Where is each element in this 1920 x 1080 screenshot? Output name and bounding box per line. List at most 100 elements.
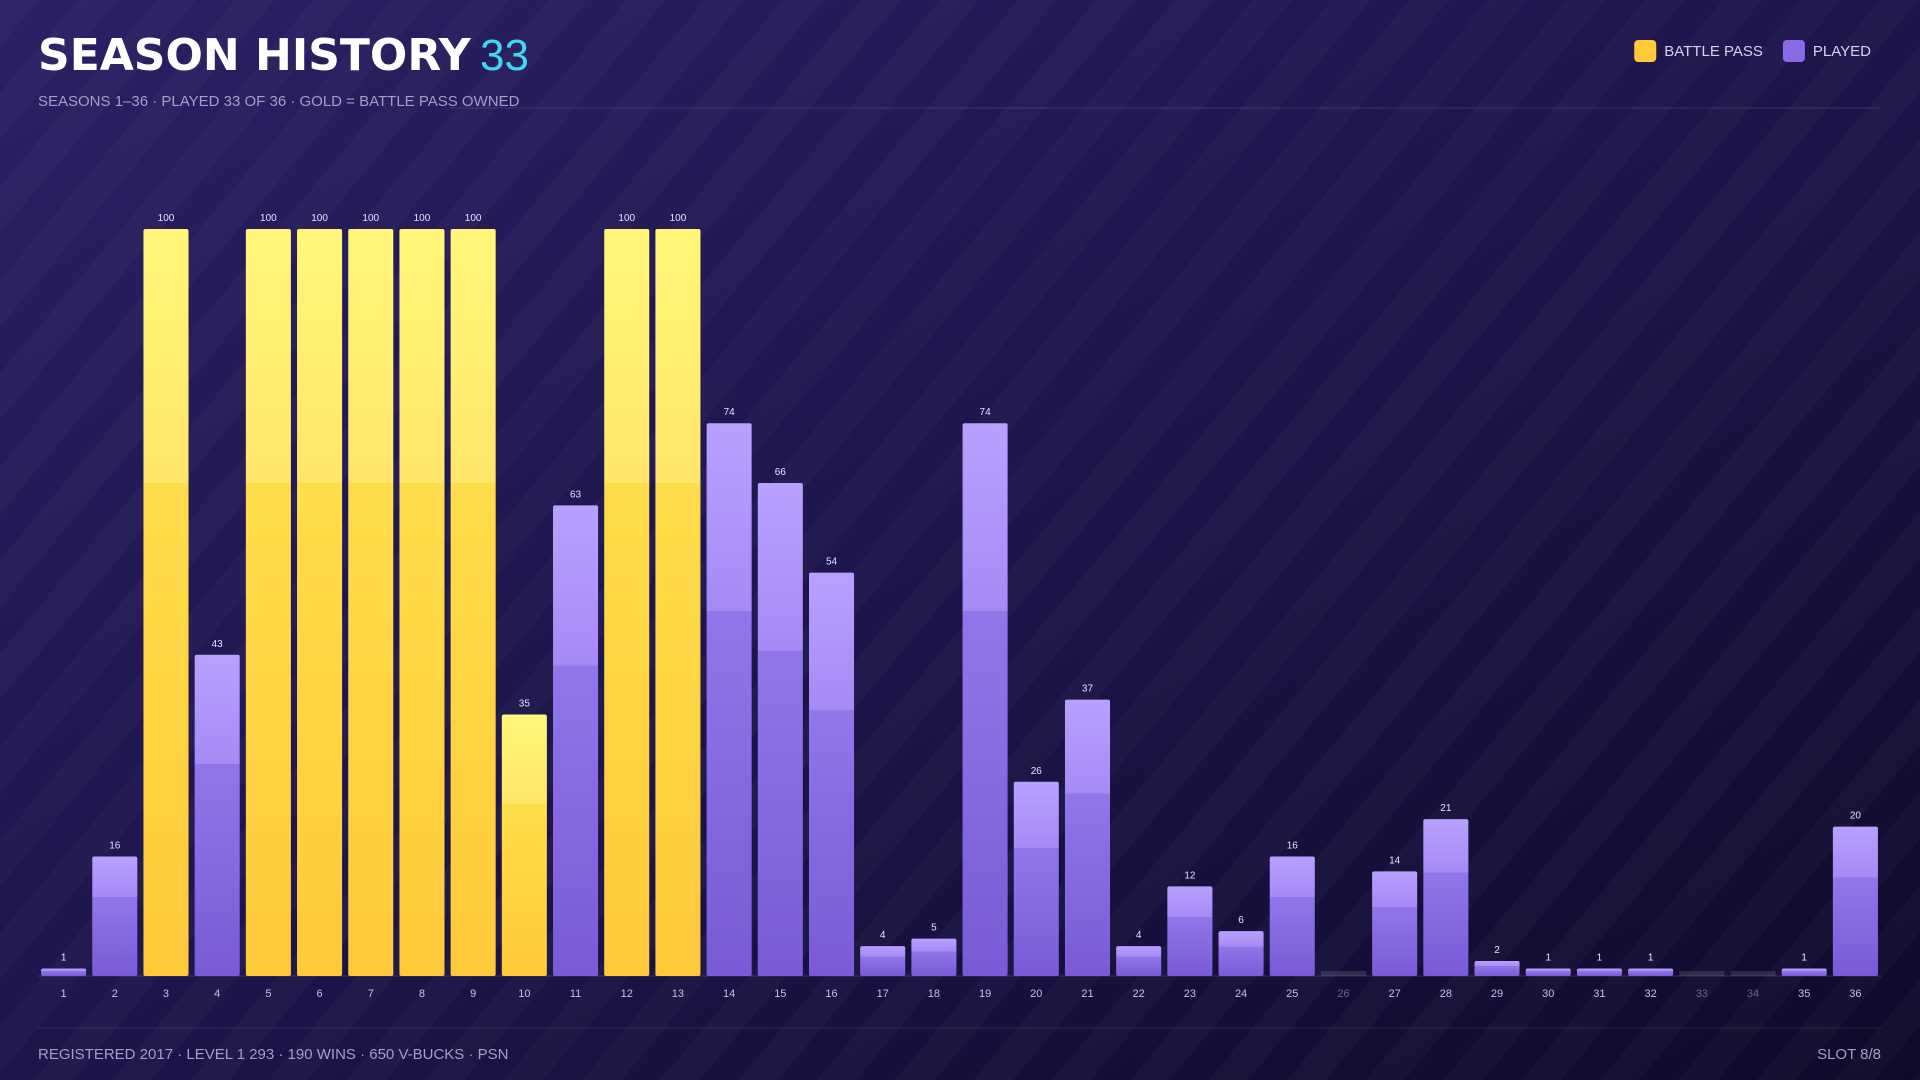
value-label: 1 [61, 953, 67, 964]
x-tick-label: 10 [518, 988, 530, 1000]
x-tick-label: 34 [1747, 988, 1759, 1000]
x-tick-label: 14 [723, 988, 735, 1000]
x-tick-label: 16 [825, 988, 837, 1000]
bar [706, 423, 752, 977]
bar [399, 229, 445, 976]
value-label: 100 [618, 213, 635, 224]
unplayed-stub [1730, 971, 1776, 976]
legend-swatch [1634, 40, 1657, 62]
unplayed-stub [1679, 971, 1725, 976]
bar [1013, 781, 1059, 976]
x-tick-label: 21 [1081, 988, 1093, 1000]
value-label: 12 [1184, 870, 1196, 881]
bar [1474, 961, 1520, 976]
value-label: 100 [311, 213, 328, 224]
x-tick-label: 18 [928, 988, 940, 1000]
value-label: 74 [724, 407, 736, 418]
bar [1269, 856, 1315, 976]
x-tick-label: 24 [1235, 988, 1247, 1000]
value-label: 100 [158, 213, 175, 224]
x-tick-label: 3 [163, 988, 169, 1000]
value-label: 100 [670, 213, 687, 224]
x-tick-label: 27 [1389, 988, 1401, 1000]
x-tick-label: 31 [1593, 988, 1605, 1000]
plot: 1116210034341005100610071008100935106311… [38, 213, 1881, 1000]
x-tick-label: 22 [1133, 988, 1145, 1000]
x-tick-label: 29 [1491, 988, 1503, 1000]
value-label: 37 [1082, 684, 1094, 695]
value-label: 100 [414, 213, 431, 224]
bar [194, 654, 240, 976]
bar [1628, 968, 1674, 976]
x-tick-label: 13 [672, 988, 684, 1000]
x-tick-label: 4 [214, 988, 220, 1000]
bar [501, 714, 547, 976]
bar [1525, 968, 1571, 976]
x-tick-label: 32 [1645, 988, 1657, 1000]
x-tick-label: 20 [1030, 988, 1042, 1000]
bar [1372, 871, 1418, 976]
bar [1064, 699, 1111, 976]
value-label: 1 [1648, 953, 1654, 964]
value-label: 2 [1494, 945, 1500, 956]
value-label: 1 [1597, 953, 1603, 964]
bar [604, 229, 650, 976]
value-label: 4 [880, 930, 886, 941]
x-tick-label: 30 [1542, 988, 1554, 1000]
value-label: 6 [1238, 915, 1244, 926]
bar [450, 229, 496, 976]
value-label: 20 [1850, 811, 1862, 822]
bar [860, 946, 906, 976]
x-tick-label: 2 [112, 988, 118, 1000]
x-tick-label: 36 [1849, 988, 1861, 1000]
legend: PLAYED BATTLE PASS [1634, 40, 1871, 62]
legend-swatch [1782, 40, 1805, 62]
value-label: 21 [1440, 803, 1452, 814]
value-label: 100 [260, 213, 277, 224]
value-label: 66 [775, 467, 787, 478]
value-label: 26 [1031, 766, 1043, 777]
value-label: 100 [362, 213, 379, 224]
x-tick-label: 15 [774, 988, 786, 1000]
bar [1218, 931, 1264, 976]
value-label: 16 [1287, 840, 1299, 851]
bar [41, 968, 87, 976]
bar [911, 938, 957, 976]
value-label: 63 [570, 489, 582, 500]
bar [143, 229, 189, 976]
value-label: 5 [931, 923, 937, 934]
x-tick-label: 8 [419, 988, 425, 1000]
title: SEASON HISTORY [38, 30, 472, 81]
bar [962, 423, 1008, 977]
value-label: 100 [465, 213, 482, 224]
x-tick-label: 35 [1798, 988, 1810, 1000]
x-tick-label: 33 [1696, 988, 1708, 1000]
value-label: 74 [980, 407, 992, 418]
x-tick-label: 11 [570, 988, 581, 1000]
value-label: 54 [826, 557, 838, 568]
x-tick-label: 23 [1184, 988, 1196, 1000]
slot: SLOT 8/8 [1817, 1046, 1881, 1063]
x-tick-label: 28 [1440, 988, 1452, 1000]
x-tick-label: 12 [621, 988, 633, 1000]
bar [1116, 946, 1162, 976]
x-tick-label: 26 [1337, 988, 1349, 1000]
bar [655, 229, 701, 976]
subtitle: SEASONS 1–36 · PLAYED 33 OF 36 · GOLD = … [38, 93, 520, 110]
x-tick-label: 25 [1286, 988, 1298, 1000]
unplayed-stub [1320, 971, 1366, 976]
value-label: 4 [1136, 930, 1142, 941]
bar [245, 229, 291, 976]
value-label: 14 [1389, 855, 1401, 866]
bar [92, 856, 138, 976]
x-tick-label: 7 [368, 988, 374, 1000]
value-label: 1 [1545, 953, 1551, 964]
x-tick-label: 19 [979, 988, 991, 1000]
bar [1832, 826, 1878, 976]
bar [1423, 819, 1469, 976]
legend-label: BATTLE PASS [1664, 43, 1763, 60]
value-label: 43 [212, 639, 224, 650]
bar [297, 229, 343, 976]
value-label: 35 [519, 699, 531, 710]
